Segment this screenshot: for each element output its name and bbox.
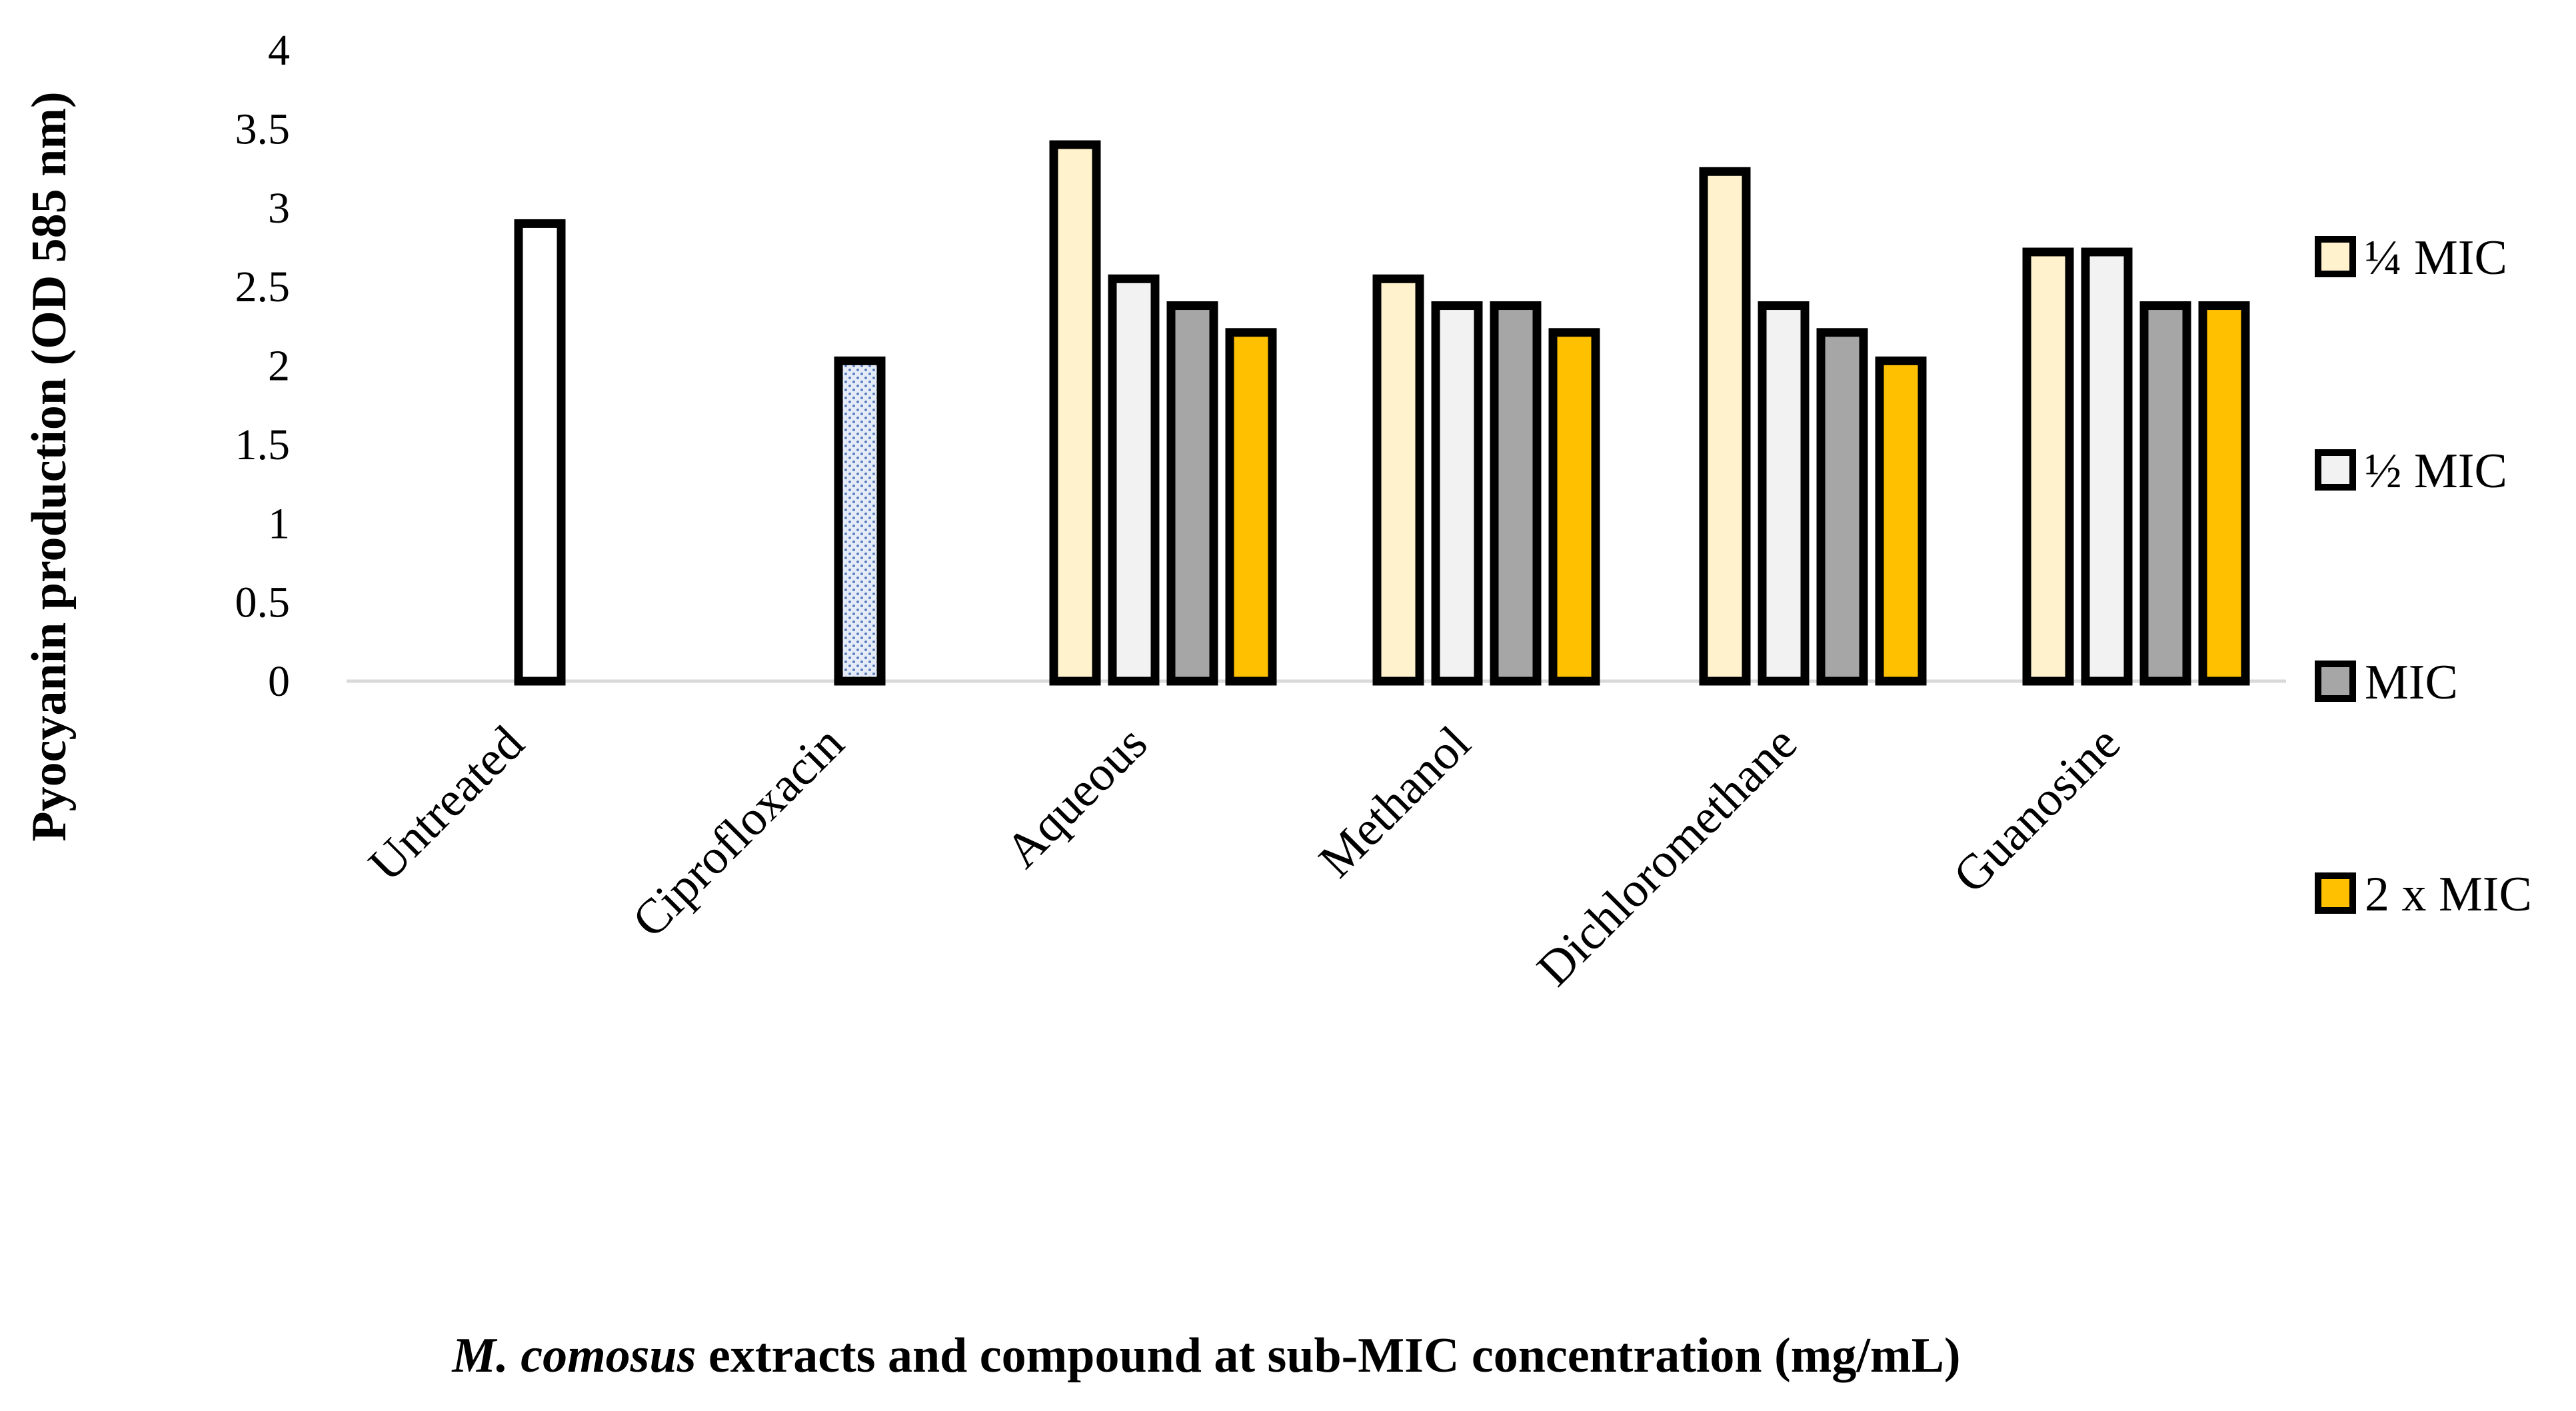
bar-guanosine-series-2	[2139, 301, 2191, 686]
y-tick-label: 1	[268, 499, 290, 548]
y-tick-label: 3	[268, 184, 290, 233]
bar-guanosine-series-0	[2022, 247, 2074, 686]
y-tick-label: 0	[268, 657, 290, 706]
y-tick-label: 0.5	[235, 579, 291, 627]
category-label: Guanosine	[1943, 716, 2131, 904]
x-axis-label: M. comosus extracts and compound at sub-…	[451, 1328, 1960, 1383]
y-axis-ticks: 0 0.5 1 1.5 2 2.5 3 3.5 4	[235, 26, 291, 706]
legend-swatch	[2315, 236, 2356, 277]
category-label: Dichloromethane	[1527, 716, 1808, 996]
x-axis-label-rest: extracts and compound at sub-MIC concent…	[696, 1328, 1960, 1383]
legend-swatch	[2315, 661, 2356, 702]
bar-dichloromethane-series-0	[1699, 167, 1751, 686]
bar-aqueous-series-1	[1108, 274, 1160, 686]
y-tick-label: 2	[268, 342, 290, 391]
legend: ¼ MIC ½ MIC MIC 2 x MIC	[2315, 231, 2532, 922]
bar-aqueous-series-0	[1049, 140, 1101, 686]
category-label: Ciprofloxacin	[622, 716, 854, 948]
legend-label: ¼ MIC	[2365, 231, 2507, 285]
y-tick-label: 3.5	[235, 105, 291, 153]
bar-methanol-series-0	[1372, 274, 1424, 686]
category-label: Untreated	[359, 716, 535, 892]
bar-group	[514, 140, 2250, 686]
bar-aqueous-series-2	[1166, 301, 1218, 686]
bar-guanosine-series-1	[2081, 247, 2133, 686]
legend-swatch	[2315, 872, 2356, 914]
bar-guanosine-series-3	[2198, 301, 2250, 686]
bar-dichloromethane-series-1	[1758, 301, 1810, 686]
legend-swatch	[2315, 449, 2356, 491]
category-label: Methanol	[1308, 716, 1481, 888]
legend-label: ½ MIC	[2365, 444, 2507, 499]
bar-dichloromethane-series-3	[1875, 356, 1927, 686]
y-tick-label: 1.5	[235, 421, 291, 469]
bar-methanol-series-1	[1431, 301, 1483, 686]
x-axis-label-italic: M. comosus	[451, 1328, 696, 1383]
bar-untreated	[514, 219, 566, 686]
bar-aqueous-series-3	[1225, 328, 1277, 686]
y-tick-label: 2.5	[235, 263, 291, 311]
y-axis-label: Pyocyanin production (OD 585 nm)	[22, 91, 77, 841]
y-tick-label: 4	[268, 26, 290, 75]
category-labels: Untreated Ciprofloxacin Aqueous Methanol Dic…	[359, 716, 2131, 996]
bar-methanol-series-2	[1490, 301, 1542, 686]
legend-label: 2 x MIC	[2365, 867, 2532, 922]
bar-dichloromethane-series-2	[1816, 328, 1868, 686]
category-label: Aqueous	[995, 716, 1158, 878]
bar-ciprofloxacin	[834, 356, 886, 686]
legend-label: MIC	[2365, 655, 2458, 710]
bar-methanol-series-3	[1548, 328, 1600, 686]
